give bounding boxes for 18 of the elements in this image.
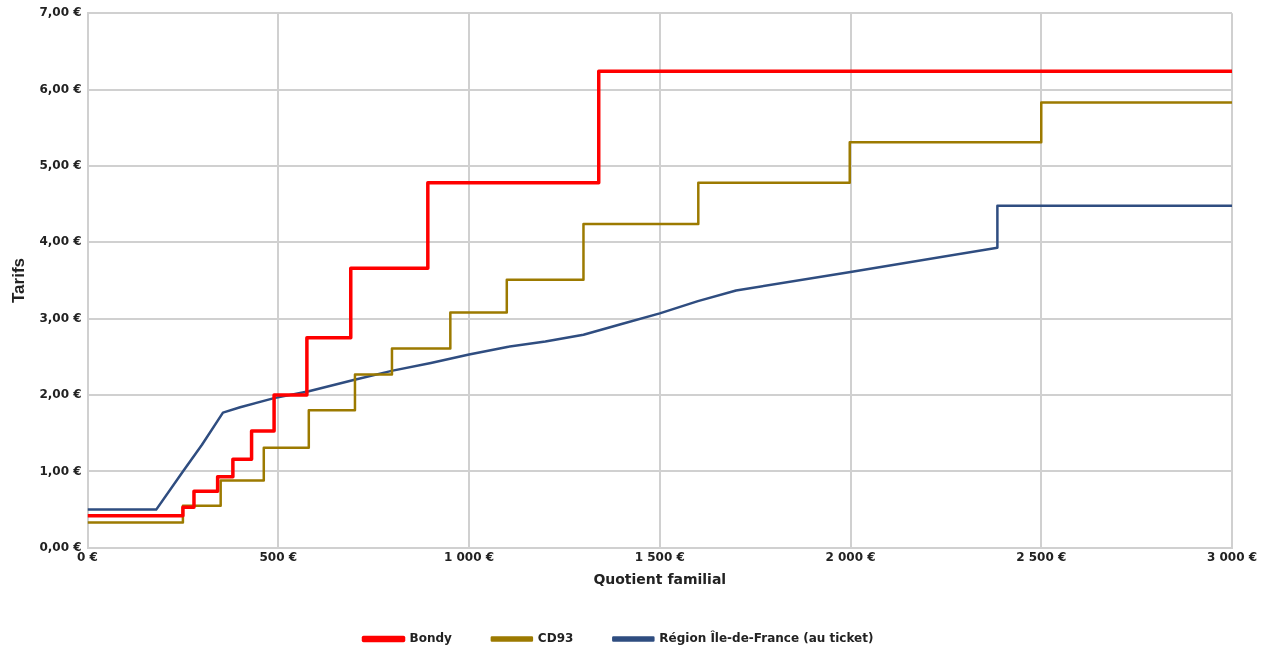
- x-axis-title: Quotient familial: [593, 571, 727, 588]
- x-tick-label: 1 500 €: [634, 550, 685, 565]
- y-tick-label: 4,00 €: [39, 234, 82, 249]
- legend-label: CD93: [537, 631, 574, 646]
- y-tick-label: 7,00 €: [39, 5, 82, 20]
- legend-label: Bondy: [409, 631, 453, 646]
- legend-label: Région Île-de-France (au ticket): [659, 630, 874, 646]
- x-tick-label: 3 000 €: [1206, 550, 1258, 565]
- x-tick-label: 2 000 €: [825, 550, 876, 565]
- y-tick-label: 2,00 €: [39, 387, 82, 402]
- x-tick-label: 2 500 €: [1016, 550, 1067, 565]
- y-tick-label: 3,00 €: [39, 310, 82, 325]
- y-tick-label: 6,00 €: [39, 81, 82, 96]
- x-tick-label: 500 €: [259, 550, 298, 565]
- y-axis-title: Tarifs: [8, 257, 28, 304]
- y-tick-label: 5,00 €: [39, 158, 82, 173]
- y-tick-label: 1,00 €: [39, 463, 82, 478]
- x-tick-label: 1 000 €: [443, 550, 495, 565]
